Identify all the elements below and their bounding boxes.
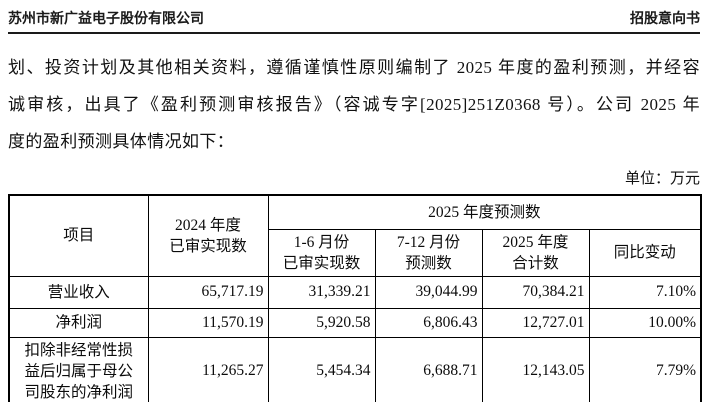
row-item-label: 净利润 — [8, 307, 149, 338]
cell-2024-actual: 11,265.27 — [147, 336, 269, 402]
document-type-label: 招股意向书 — [630, 10, 700, 26]
cell-2025-total: 70,384.21 — [481, 275, 590, 309]
cell-yoy-change: 10.00% — [588, 307, 702, 338]
company-name: 苏州市新广益电子股份有限公司 — [8, 10, 204, 26]
col-header-2025-total: 2025 年度 合计数 — [481, 228, 590, 277]
cell-h2-forecast: 6,806.43 — [374, 307, 483, 338]
profit-forecast-table: 项目 2024 年度 已审实现数 2025 年度预测数 1-6 月份 已审实现数… — [8, 194, 703, 402]
paragraph-line: 度的盈利预测具体情况如下： — [8, 132, 235, 151]
table-row-net-profit-excl-nonrecurring: 扣除非经常性损 益后归属于母公 司股东的净利润 11,265.27 5,454.… — [8, 336, 702, 402]
row-item-label: 营业收入 — [8, 275, 149, 309]
row-item-label: 扣除非经常性损 益后归属于母公 司股东的净利润 — [8, 336, 149, 402]
col-header-yoy-change: 同比变动 — [588, 228, 702, 277]
cell-h2-forecast: 39,044.99 — [374, 275, 483, 309]
cell-2024-actual: 65,717.19 — [147, 275, 269, 309]
paragraph-line: 诚审核，出具了《盈利预测审核报告》（容诚专字[2025]251Z0368 号）。… — [8, 95, 700, 114]
body-paragraph: 划、投资计划及其他相关资料，遵循谨慎性原则编制了 2025 年度的盈利预测，并经… — [8, 49, 700, 160]
table-unit-label: 单位：万元 — [624, 171, 700, 187]
cell-2025-total: 12,143.05 — [481, 336, 590, 402]
col-header-h2-forecast: 7-12 月份 预测数 — [374, 228, 483, 277]
cell-h1-actual: 5,454.34 — [267, 336, 376, 402]
cell-yoy-change: 7.10% — [588, 275, 702, 309]
page-header: 苏州市新广益电子股份有限公司 招股意向书 — [8, 8, 700, 28]
col-header-item: 项目 — [8, 194, 149, 277]
table-row-net-profit: 净利润 11,570.19 5,920.58 6,806.43 12,727.0… — [8, 307, 702, 338]
col-header-2024-actual: 2024 年度 已审实现数 — [147, 194, 269, 277]
cell-h2-forecast: 6,688.71 — [374, 336, 483, 402]
header-divider — [8, 32, 700, 34]
col-header-h1-actual: 1-6 月份 已审实现数 — [267, 228, 376, 277]
col-group-2025-forecast: 2025 年度预测数 — [267, 194, 702, 230]
paragraph-line: 划、投资计划及其他相关资料，遵循谨慎性原则编制了 2025 年度的盈利预测，并经… — [8, 58, 700, 77]
cell-h1-actual: 31,339.21 — [267, 275, 376, 309]
table-row-revenue: 营业收入 65,717.19 31,339.21 39,044.99 70,38… — [8, 275, 702, 309]
cell-2025-total: 12,727.01 — [481, 307, 590, 338]
cell-yoy-change: 7.79% — [588, 336, 702, 402]
cell-h1-actual: 5,920.58 — [267, 307, 376, 338]
cell-2024-actual: 11,570.19 — [147, 307, 269, 338]
